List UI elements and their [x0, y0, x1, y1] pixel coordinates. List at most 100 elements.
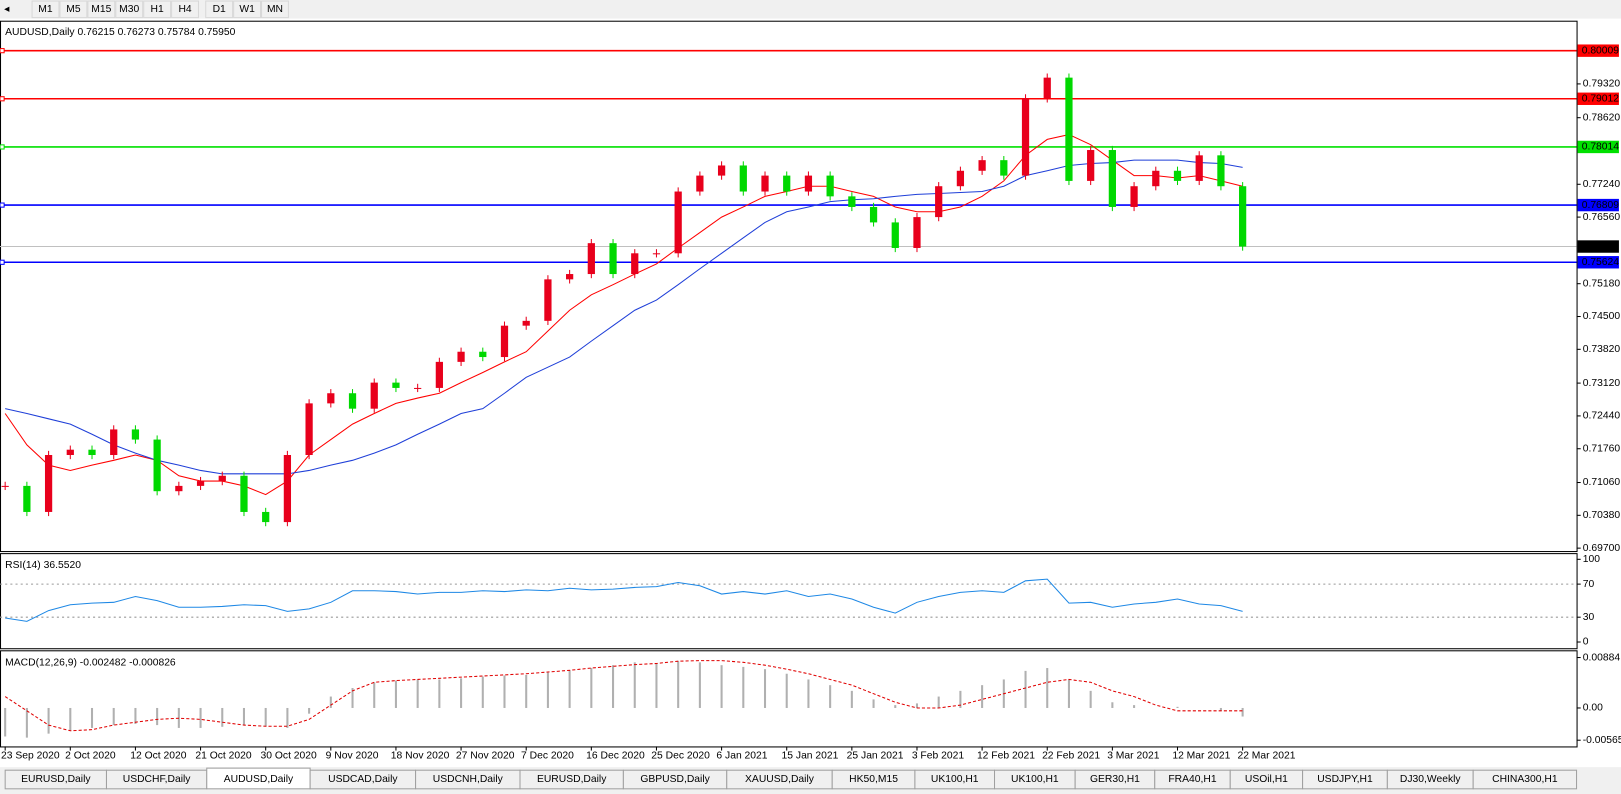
- x-tick-label: 25 Jan 2021: [847, 750, 904, 761]
- y-tick-label: 0.72440: [1583, 411, 1621, 422]
- candle: [1087, 150, 1095, 181]
- tab-label[interactable]: EURUSD,Daily: [21, 774, 91, 785]
- current-price-box: [1577, 240, 1619, 253]
- x-tick-label: 6 Jan 2021: [716, 750, 767, 761]
- level-handle[interactable]: [0, 202, 5, 208]
- candle: [869, 206, 878, 223]
- timeframe-label[interactable]: M30: [119, 4, 139, 15]
- tab-label[interactable]: UK100,H1: [1011, 774, 1059, 785]
- timeframe-button[interactable]: [261, 0, 289, 19]
- tab-label[interactable]: DJ30,Weekly: [1400, 774, 1461, 785]
- candle: [1000, 160, 1008, 176]
- timeframe-label[interactable]: H1: [151, 4, 164, 15]
- timeframe-label[interactable]: M1: [38, 4, 53, 15]
- x-tick-label: 3 Mar 2021: [1107, 750, 1160, 761]
- y-tick-label: 0.73820: [1583, 344, 1621, 355]
- moving-average: [5, 159, 1243, 475]
- x-tick-label: 23 Sep 2020: [1, 750, 60, 761]
- x-tick-label: 15 Jan 2021: [782, 750, 839, 761]
- macd-panel-frame: [0, 650, 1578, 748]
- level-label-box: [1577, 256, 1619, 269]
- level-label: 0.80009: [1582, 45, 1620, 56]
- x-tick-label: 9 Nov 2020: [326, 750, 379, 761]
- timeframe-button[interactable]: [171, 0, 200, 19]
- level-label-box: [1577, 140, 1619, 154]
- timeframe-button[interactable]: [143, 0, 172, 19]
- timeframe-label[interactable]: D1: [213, 4, 226, 15]
- toolbar: [0, 0, 1621, 19]
- tab-label[interactable]: USDCNH,Daily: [433, 774, 504, 785]
- tab-label[interactable]: USDJPY,H1: [1317, 774, 1373, 785]
- timeframe-button[interactable]: [205, 0, 234, 19]
- candle: [240, 475, 248, 512]
- tab-label[interactable]: CHINA300,H1: [1492, 774, 1558, 785]
- y-tick-label: 0.74500: [1583, 311, 1621, 322]
- timeframe-label[interactable]: W1: [239, 4, 255, 15]
- tab-label[interactable]: GBPUSD,Daily: [640, 774, 710, 785]
- tab-label[interactable]: USDCHF,Daily: [123, 774, 192, 785]
- y-tick-label: 30: [1583, 612, 1595, 623]
- timeframe-label[interactable]: MN: [267, 4, 283, 15]
- candle: [435, 361, 443, 388]
- candle: [44, 455, 53, 512]
- candle: [848, 196, 856, 207]
- rsi-panel-frame: [0, 553, 1578, 650]
- candle: [1195, 155, 1203, 181]
- candle: [175, 485, 183, 492]
- candle: [522, 320, 530, 326]
- timeframe-button[interactable]: [31, 0, 60, 19]
- x-tick-label: 30 Oct 2020: [261, 750, 318, 761]
- timeframe-label[interactable]: H4: [178, 4, 191, 15]
- candle: [717, 165, 726, 176]
- candle: [978, 160, 986, 171]
- tab-label[interactable]: USOil,H1: [1245, 774, 1288, 785]
- candle: [1108, 150, 1116, 207]
- y-tick-label: 0.78620: [1583, 112, 1621, 123]
- level-handle[interactable]: [0, 259, 5, 265]
- level-handle[interactable]: [0, 48, 5, 54]
- candle: [23, 485, 31, 512]
- candle: [262, 511, 270, 523]
- rsi-line: [5, 578, 1243, 622]
- tab-label[interactable]: UK100,H1: [931, 774, 979, 785]
- y-tick-label: 70: [1583, 579, 1595, 590]
- tab-label[interactable]: XAUUSD,Daily: [745, 774, 815, 785]
- candle: [652, 253, 661, 255]
- candle: [327, 393, 335, 404]
- tab-label[interactable]: HK50,M15: [849, 774, 898, 785]
- candle: [392, 382, 400, 388]
- tab-label[interactable]: EURUSD,Daily: [537, 774, 607, 785]
- y-tick-label: 0.71760: [1583, 443, 1621, 454]
- y-tick-label: 0.70380: [1583, 510, 1621, 521]
- timeframe-button[interactable]: [115, 0, 144, 19]
- tab-label[interactable]: GER30,H1: [1090, 774, 1140, 785]
- candle: [153, 439, 161, 492]
- panel-title: MACD(12,26,9) -0.002482 -0.000826: [5, 657, 176, 668]
- y-tick-label: 0.71060: [1583, 477, 1621, 488]
- timeframe-button[interactable]: [233, 0, 262, 19]
- tab-label[interactable]: FRA40,H1: [1168, 774, 1216, 785]
- level-handle[interactable]: [0, 144, 5, 150]
- candle: [110, 429, 118, 456]
- tab[interactable]: [1472, 769, 1578, 790]
- timeframe-label[interactable]: M15: [91, 4, 111, 15]
- candle: [1217, 155, 1225, 187]
- level-label: 0.79012: [1582, 94, 1620, 105]
- x-tick-label: 3 Feb 2021: [912, 750, 965, 761]
- candle: [414, 387, 422, 389]
- candle: [283, 455, 292, 523]
- tab-label[interactable]: USDCAD,Daily: [328, 774, 398, 785]
- timeframe-button[interactable]: [59, 0, 88, 19]
- y-tick-label: 0.69700: [1583, 543, 1621, 554]
- timeframe-label[interactable]: M5: [66, 4, 81, 15]
- level-handle[interactable]: [0, 96, 5, 102]
- timeframe-button[interactable]: [87, 0, 116, 19]
- y-tick-label: 0: [1583, 637, 1589, 648]
- tab-label[interactable]: AUDUSD,Daily: [224, 774, 294, 785]
- candle: [370, 382, 378, 409]
- y-tick-label: 0.77240: [1583, 179, 1621, 190]
- candle: [305, 403, 313, 456]
- x-tick-label: 16 Dec 2020: [586, 750, 645, 761]
